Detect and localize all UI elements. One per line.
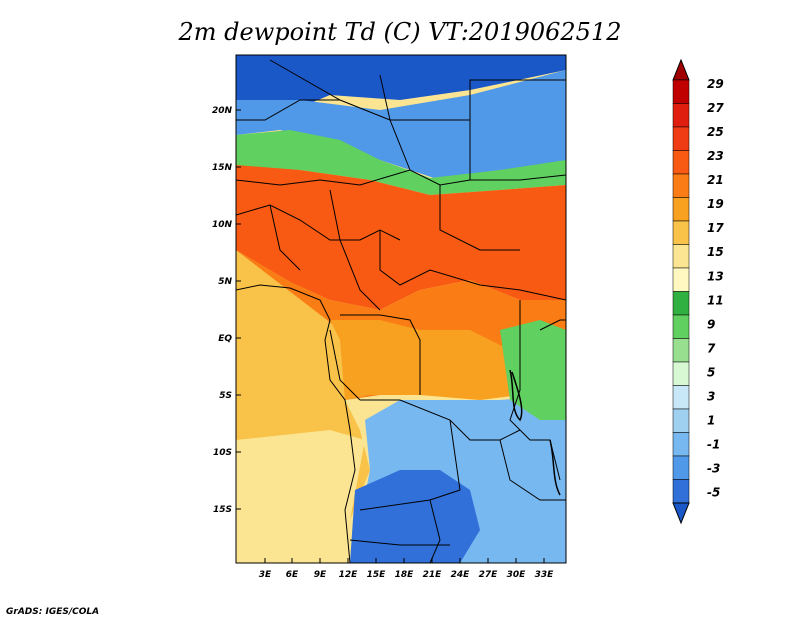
lat-tick-label: 5S	[219, 391, 232, 401]
longitude-axis: 3E 6E 9E 12E 15E 18E 21E 24E 27E 30E 33E	[259, 558, 554, 580]
grads-credit: GrADS: IGES/COLA	[6, 607, 99, 617]
south-atlantic-region	[236, 430, 365, 563]
colorbar-label: 21	[707, 173, 724, 187]
colorbar-segment	[672, 361, 690, 386]
colorbar-label: 7	[707, 341, 716, 355]
colorbar-label: 3	[707, 389, 715, 403]
lon-tick-label: 27E	[479, 570, 499, 580]
colorbar-label: 13	[707, 269, 724, 283]
lat-tick-label: EQ	[218, 334, 232, 344]
colorbar-segment	[672, 385, 690, 410]
colorbar-segment	[672, 244, 690, 269]
colorbar-segment	[672, 220, 690, 245]
colorbar-bottom-arrow	[672, 502, 690, 525]
southern-africa-dark-region	[350, 470, 480, 563]
east-africa-green-region	[500, 320, 566, 420]
colorbar-label: 29	[707, 77, 724, 91]
lat-tick-label: 15N	[212, 163, 233, 173]
colorbar-segment	[672, 79, 690, 104]
colorbar-label: -5	[707, 486, 720, 500]
map-panel	[236, 55, 566, 563]
lon-tick-label: 12E	[339, 570, 359, 580]
colorbar-label: 19	[707, 197, 724, 211]
colorbar-segment	[672, 150, 690, 175]
lat-tick-label: 10S	[213, 448, 232, 458]
colorbar-segment	[672, 126, 690, 151]
colorbar-segment	[672, 197, 690, 222]
colorbar-segment	[672, 408, 690, 433]
lon-tick-label: 6E	[286, 570, 299, 580]
colorbar-segment	[672, 479, 690, 504]
map-frame	[235, 54, 567, 564]
lon-tick-label: 30E	[507, 570, 527, 580]
colorbar-segment	[672, 103, 690, 128]
lon-tick-label: 21E	[423, 570, 443, 580]
lat-tick-label: 20N	[212, 106, 233, 116]
lon-tick-label: 15E	[367, 570, 387, 580]
colorbar-label: 1	[707, 413, 715, 427]
colorbar-label: 5	[707, 365, 715, 379]
colorbar-label: 17	[707, 221, 724, 235]
colorbar-label: -3	[707, 462, 720, 476]
lake-tanganyika	[509, 369, 561, 496]
colorbar-segment	[672, 173, 690, 198]
sahara-region	[236, 70, 566, 180]
colorbar-segment	[672, 338, 690, 363]
country-borders	[236, 59, 566, 563]
lat-tick-label: 10N	[212, 220, 233, 230]
lon-tick-label: 33E	[535, 570, 555, 580]
colorbar-top-arrow	[672, 58, 690, 81]
west-africa-region	[236, 165, 566, 310]
sahara-dark-region	[236, 55, 566, 125]
lon-tick-label: 3E	[259, 570, 272, 580]
lon-tick-label: 18E	[395, 570, 415, 580]
map-title: 2m dewpoint Td (C) VT:2019062512	[178, 18, 622, 46]
congo-basin-region	[330, 320, 520, 400]
lat-tick-label: 15S	[213, 505, 232, 515]
lon-tick-label: 9E	[314, 570, 327, 580]
colorbar-label: 27	[707, 101, 724, 115]
colorbar-segment	[672, 267, 690, 292]
colorbar-label: 15	[707, 245, 724, 259]
colorbar: 29 27 25 23 21 19 17 15 13 11 9 7 5 3 1 -1 -3 -5	[672, 58, 724, 525]
lon-tick-label: 24E	[451, 570, 471, 580]
sahel-band	[236, 130, 566, 195]
colorbar-label: 11	[707, 293, 724, 307]
colorbar-segment	[672, 291, 690, 316]
colorbar-label: 9	[707, 317, 715, 331]
latitude-axis: 20N 15N 10N 5N EQ 5S 10S 15S	[212, 106, 241, 515]
colorbar-label: 23	[707, 149, 724, 163]
colorbar-segment	[672, 455, 690, 480]
lat-tick-label: 5N	[218, 277, 232, 287]
colorbar-segment	[672, 314, 690, 339]
colorbar-label: -1	[707, 438, 720, 452]
colorbar-label: 25	[707, 125, 724, 139]
colorbar-segment	[672, 432, 690, 457]
